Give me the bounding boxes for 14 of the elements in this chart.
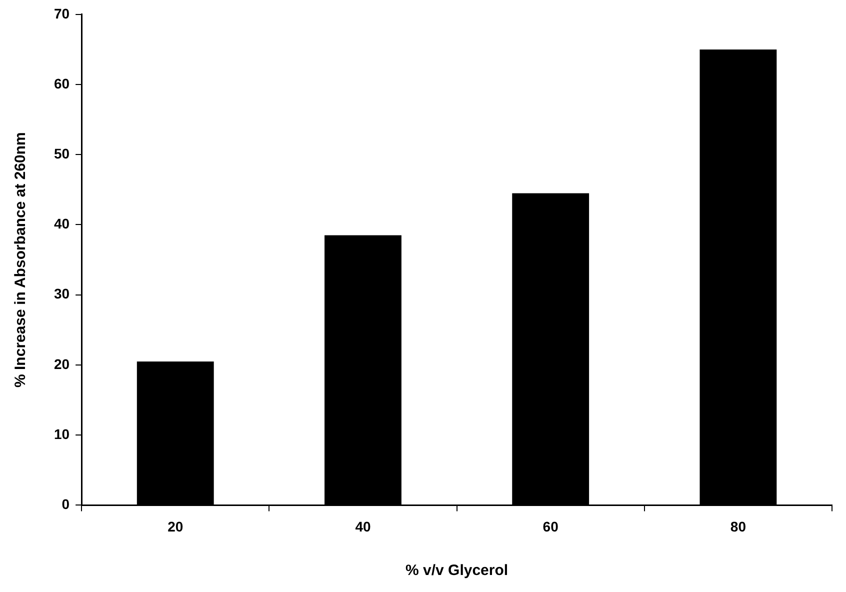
y-tick-label: 40	[54, 216, 70, 232]
y-tick-label: 0	[62, 496, 70, 512]
y-tick-label: 20	[54, 356, 70, 372]
x-axis-title: % v/v Glycerol	[406, 562, 508, 580]
x-tick-label: 60	[542, 518, 559, 534]
y-tick-label: 70	[54, 5, 70, 22]
x-tick-label: 20	[168, 518, 184, 534]
y-tick-label: 10	[54, 426, 70, 442]
x-tick-label: 40	[355, 518, 371, 534]
x-tick-label: 80	[730, 518, 746, 534]
y-axis-title: % Increase in Absorbance at 260nm	[12, 132, 30, 388]
y-tick-label: 60	[54, 75, 70, 92]
y-tick-label: 50	[54, 145, 70, 162]
y-tick-label: 30	[54, 286, 70, 302]
